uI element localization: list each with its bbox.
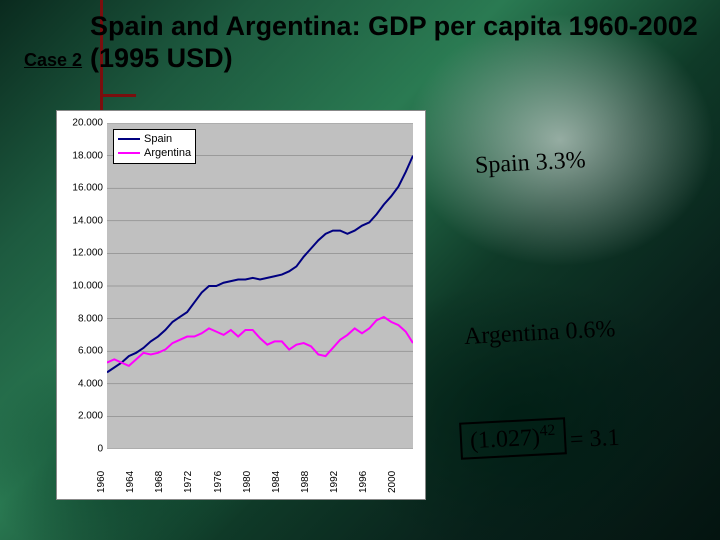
- x-tick-label: 1992: [329, 471, 340, 493]
- x-tick-label: 1964: [125, 471, 136, 493]
- legend-item: Spain: [118, 132, 191, 146]
- y-tick-label: 8.000: [78, 313, 103, 324]
- legend-swatch: [118, 152, 140, 154]
- plot-area: SpainArgentina: [107, 123, 413, 449]
- x-tick-label: 1988: [300, 471, 311, 493]
- y-tick-label: 6.000: [78, 346, 103, 357]
- chart-lines: [107, 123, 413, 449]
- x-tick-label: 1968: [154, 471, 165, 493]
- gdp-chart: 0 2.000 4.000 6.000 8.000 10.000 12.000 14.000 1…: [56, 110, 426, 500]
- calc-box: (1.027)42: [459, 417, 566, 459]
- x-tick-label: 1960: [96, 471, 107, 493]
- slide-title: Spain and Argentina: GDP per capita 1960…: [90, 10, 700, 75]
- legend-swatch: [118, 138, 140, 140]
- y-tick-label: 4.000: [78, 378, 103, 389]
- legend-label: Argentina: [144, 146, 191, 160]
- x-tick-label: 1976: [213, 471, 224, 493]
- y-tick-label: 18.000: [72, 150, 103, 161]
- case-label: Case 2: [24, 50, 82, 71]
- y-tick-label: 10.000: [72, 281, 103, 292]
- x-tick-label: 2000: [387, 471, 398, 493]
- legend-label: Spain: [144, 132, 172, 146]
- slide-header: Case 2 Spain and Argentina: GDP per capi…: [24, 10, 700, 75]
- annotation-spain: Spain 3.3%: [474, 147, 586, 180]
- x-tick-label: 1980: [242, 471, 253, 493]
- calc-exponent: 42: [539, 422, 555, 440]
- y-tick-label: 20.000: [72, 118, 103, 129]
- legend-item: Argentina: [118, 146, 191, 160]
- y-tick-label: 12.000: [72, 248, 103, 259]
- calc-rhs: = 3.1: [569, 425, 620, 455]
- y-tick-label: 0: [97, 444, 103, 455]
- x-axis: 1960196419681972197619801984198819921996…: [107, 449, 413, 499]
- x-tick-label: 1984: [271, 471, 282, 493]
- annotation-calc: (1.027)42 = 3.1: [460, 420, 619, 457]
- x-tick-label: 1972: [183, 471, 194, 493]
- y-axis: 02.0004.0006.0008.00010.00012.00014.0001…: [57, 123, 107, 449]
- y-tick-label: 14.000: [72, 215, 103, 226]
- y-tick-label: 16.000: [72, 183, 103, 194]
- x-tick-label: 1996: [358, 471, 369, 493]
- calc-base: (1.027): [469, 425, 540, 455]
- y-tick-label: 2.000: [78, 411, 103, 422]
- legend: SpainArgentina: [113, 129, 196, 164]
